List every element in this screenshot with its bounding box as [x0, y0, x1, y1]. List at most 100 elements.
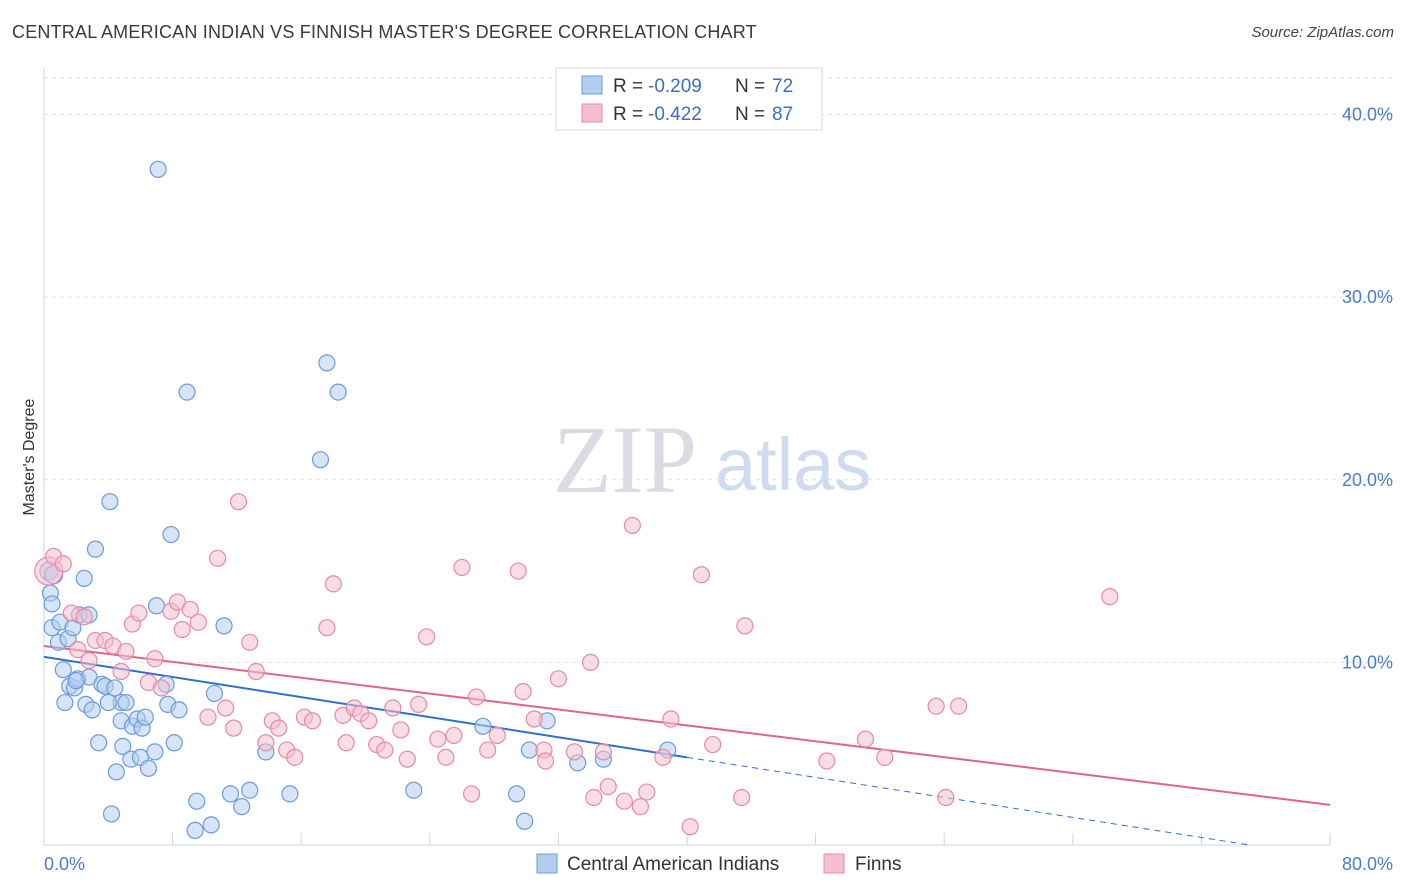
point-pink-16: [152, 679, 170, 697]
point-blue-29: [117, 693, 135, 712]
point-pink-21: [189, 613, 207, 631]
point-pink-75: [681, 818, 699, 836]
watermark-atlas: atlas: [715, 423, 871, 506]
point-pink-19: [173, 620, 191, 639]
point-pink-25: [225, 719, 243, 737]
point-pink-26: [229, 493, 248, 511]
point-blue-58: [329, 383, 347, 401]
series-central-american-indians: [39, 160, 677, 839]
y-tick-label-2: 30.0%: [1342, 287, 1393, 307]
point-blue-71: [67, 672, 85, 690]
point-blue-22: [101, 493, 119, 511]
point-pink-20: [181, 600, 199, 619]
point-pink-80: [818, 752, 836, 770]
point-pink-31: [270, 719, 288, 737]
point-pink-66: [585, 788, 603, 807]
point-blue-62: [516, 812, 534, 830]
point-blue-25: [107, 763, 125, 781]
point-pink-24: [217, 699, 235, 717]
point-blue-5: [54, 661, 72, 679]
point-pink-50: [429, 730, 447, 748]
point-blue-46: [186, 821, 204, 839]
point-pink-46: [392, 721, 410, 739]
point-pink-74: [662, 710, 680, 728]
point-pink-51: [437, 748, 455, 766]
point-pink-23: [209, 549, 227, 567]
point-pink-82: [876, 748, 894, 766]
point-blue-1: [43, 595, 61, 613]
point-pink-55: [467, 688, 486, 706]
bottom-legend-swatch-pink: [823, 853, 845, 874]
point-pink-4: [69, 640, 87, 659]
trend-lines: [43, 644, 1331, 846]
point-pink-63: [549, 670, 568, 688]
point-pink-13: [130, 604, 148, 622]
legend-swatch-blue: [581, 75, 603, 95]
point-blue-43: [165, 734, 183, 752]
point-blue-39: [149, 160, 167, 178]
x-tick-label-0: 0.0%: [44, 854, 85, 874]
point-pink-64: [565, 743, 584, 761]
point-pink-49: [417, 628, 436, 646]
point-pink-81: [856, 730, 875, 748]
point-pink-57: [488, 726, 506, 745]
trend-line-blue-extension: [686, 756, 1250, 846]
point-pink-65: [581, 653, 600, 671]
series-legend: Central American Indians Finns: [536, 853, 901, 875]
point-pink-10: [112, 662, 130, 681]
point-pink-56: [479, 741, 497, 759]
point-pink-59: [514, 682, 532, 701]
point-pink-35: [303, 712, 322, 730]
point-pink-78: [733, 788, 751, 807]
point-blue-55: [281, 785, 299, 803]
y-tick-label-3: 40.0%: [1342, 105, 1393, 125]
point-blue-17: [83, 701, 101, 719]
point-pink-84: [937, 788, 955, 807]
point-pink-86: [1101, 588, 1119, 606]
legend-n-value-1: 72: [772, 76, 793, 97]
point-pink-70: [623, 516, 641, 535]
point-pink-37: [324, 575, 342, 593]
point-pink-39: [337, 734, 355, 752]
point-pink-22: [199, 708, 217, 726]
series-finns: [34, 493, 1119, 836]
x-tick-label-1: 80.0%: [1342, 854, 1393, 874]
point-pink-68: [599, 777, 617, 796]
point-blue-44: [170, 701, 188, 719]
point-blue-28: [114, 737, 132, 755]
axes: [43, 68, 1331, 846]
point-blue-61: [508, 785, 526, 803]
x-tick-labels: 0.0% 80.0%: [44, 854, 1393, 874]
point-blue-59: [405, 781, 423, 799]
point-blue-6: [56, 693, 74, 712]
watermark-zip: ZIP: [553, 406, 697, 513]
point-blue-37: [146, 743, 164, 761]
point-pink-72: [638, 783, 656, 801]
y-tick-labels: 10.0% 20.0% 30.0% 40.0%: [1342, 105, 1393, 673]
point-pink-45: [384, 699, 402, 717]
point-pink-69: [615, 792, 633, 810]
point-pink-58: [509, 562, 527, 580]
watermark: ZIP atlas: [553, 406, 871, 513]
point-pink-48: [409, 695, 428, 713]
point-pink-28: [247, 662, 265, 681]
point-pink-5: [75, 608, 93, 626]
legend-n-label-1: N =: [735, 76, 765, 97]
point-pink-47: [398, 750, 416, 768]
point-pink-18: [168, 593, 187, 611]
point-blue-48: [202, 816, 220, 834]
point-pink-6: [80, 651, 98, 670]
bottom-legend-label-2: Finns: [855, 854, 901, 875]
bottom-legend-swatch-blue: [536, 853, 558, 874]
point-pink-52: [445, 726, 463, 745]
point-pink-67: [594, 743, 613, 761]
point-blue-49: [205, 684, 223, 703]
point-pink-15: [146, 650, 164, 668]
point-pink-83: [927, 697, 945, 715]
point-pink-33: [286, 748, 304, 766]
point-pink-29: [257, 734, 275, 752]
bottom-legend-label-1: Central American Indians: [567, 854, 779, 875]
point-blue-45: [178, 383, 196, 401]
legend-r-value-2: -0.422: [648, 104, 702, 125]
grid-lines: [44, 77, 1392, 663]
